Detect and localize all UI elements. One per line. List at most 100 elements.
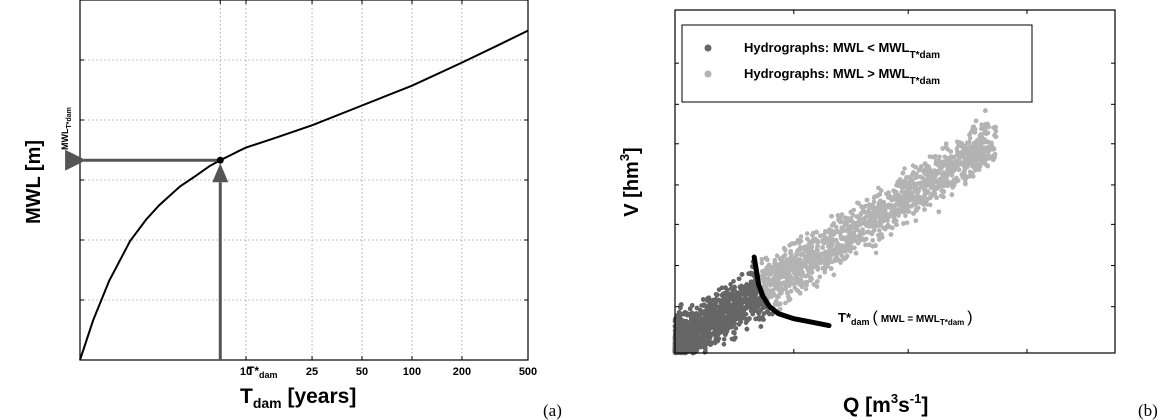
scatter-point <box>837 258 842 264</box>
scatter-point <box>781 281 787 286</box>
scatter-point <box>828 266 834 271</box>
scatter-point <box>858 212 863 217</box>
scatter-point <box>792 255 798 261</box>
scatter-point <box>783 286 788 292</box>
scatter-point <box>772 301 778 307</box>
scatter-point <box>799 272 805 278</box>
scatter-point <box>878 208 884 214</box>
scatter-point <box>964 150 970 156</box>
scatter-point <box>719 298 725 304</box>
scatter-point <box>877 237 882 242</box>
scatter-point <box>826 239 831 245</box>
scatter-point <box>810 255 815 261</box>
scatter-point <box>793 270 799 276</box>
scatter-point <box>765 309 771 314</box>
scatter-point <box>868 223 874 229</box>
scatter-point <box>813 263 819 269</box>
scatter-point <box>979 135 985 140</box>
scatter-point <box>814 229 819 235</box>
scatter-point <box>877 228 882 233</box>
scatter-point <box>820 238 826 243</box>
scatter-point <box>883 226 888 232</box>
y-axis-title-a: MWL [m] <box>23 140 45 224</box>
x-tick-label: 100 <box>403 366 421 378</box>
scatter-point <box>815 279 820 284</box>
scatter-point <box>801 281 807 286</box>
scatter-point <box>777 306 783 312</box>
scatter-point <box>938 166 943 172</box>
scatter-point <box>801 245 807 250</box>
scatter-point <box>853 250 859 256</box>
scatter-point <box>909 204 914 209</box>
scatter-point <box>866 209 871 215</box>
scatter-point <box>860 237 866 243</box>
scatter-point <box>804 257 810 263</box>
scatter-point <box>982 130 987 136</box>
scatter-point <box>932 168 937 173</box>
scatter-point <box>787 261 793 267</box>
scatter-point <box>952 166 957 171</box>
scatter-point <box>979 126 984 131</box>
scatter-point <box>916 188 921 194</box>
scatter-point <box>956 167 962 173</box>
scatter-point <box>922 187 927 193</box>
scatter-point <box>814 284 820 289</box>
scatter-point <box>922 161 928 166</box>
scatter-point <box>873 243 878 248</box>
scatter-point <box>778 268 783 273</box>
scatter-point <box>767 265 773 271</box>
scatter-point <box>934 158 939 163</box>
scatter-point <box>867 242 872 247</box>
scatter-point <box>901 221 906 226</box>
scatter-point <box>900 170 906 176</box>
scatter-point <box>979 122 984 127</box>
scatter-point <box>785 268 790 274</box>
scatter-point <box>689 303 695 308</box>
scatter-point <box>927 202 933 208</box>
scatter-point <box>807 241 812 246</box>
scatter-point <box>713 299 718 305</box>
scatter-point <box>839 226 845 231</box>
scatter-point <box>993 128 999 134</box>
scatter-points <box>672 108 999 356</box>
scatter-point <box>826 236 831 241</box>
scatter-point <box>739 272 745 277</box>
scatter-point <box>810 232 815 238</box>
scatter-point <box>879 188 884 193</box>
scatter-point <box>844 239 850 245</box>
scatter-point <box>831 237 836 243</box>
scatter-point <box>892 217 897 223</box>
scatter-point <box>839 212 845 217</box>
chart-panel-b: Hydrographs: MWL < MWLT*dam Hydrographs:… <box>617 9 1158 420</box>
scatter-point <box>939 193 944 199</box>
scatter-point <box>972 130 978 135</box>
scatter-point <box>795 277 800 283</box>
scatter-point <box>706 295 711 301</box>
scatter-point <box>973 118 979 124</box>
x-tick-labels-a: 10 25 50 100 200 500 <box>240 366 537 378</box>
scatter-point <box>926 190 931 196</box>
scatter-point <box>832 251 837 256</box>
scatter-point <box>838 230 843 235</box>
scatter-point <box>945 183 950 189</box>
scatter-point <box>844 228 849 233</box>
grid-a <box>80 0 529 360</box>
scatter-point <box>985 121 990 127</box>
scatter-point <box>762 275 767 281</box>
scatter-point <box>778 283 783 289</box>
t-star-label: T*dam <box>247 364 278 380</box>
x-tick-label: 50 <box>356 366 368 378</box>
scatter-point <box>759 260 765 266</box>
scatter-point <box>782 248 788 253</box>
scatter-point <box>739 283 744 289</box>
scatter-point <box>968 147 973 153</box>
scatter-point <box>823 249 828 255</box>
scatter-point <box>841 220 847 225</box>
scatter-point <box>753 292 758 298</box>
scatter-point <box>720 303 725 309</box>
scatter-point <box>959 150 964 155</box>
scatter-point <box>808 269 813 275</box>
scatter-point <box>978 152 984 158</box>
scatter-point <box>987 145 992 151</box>
scatter-point <box>970 174 976 179</box>
